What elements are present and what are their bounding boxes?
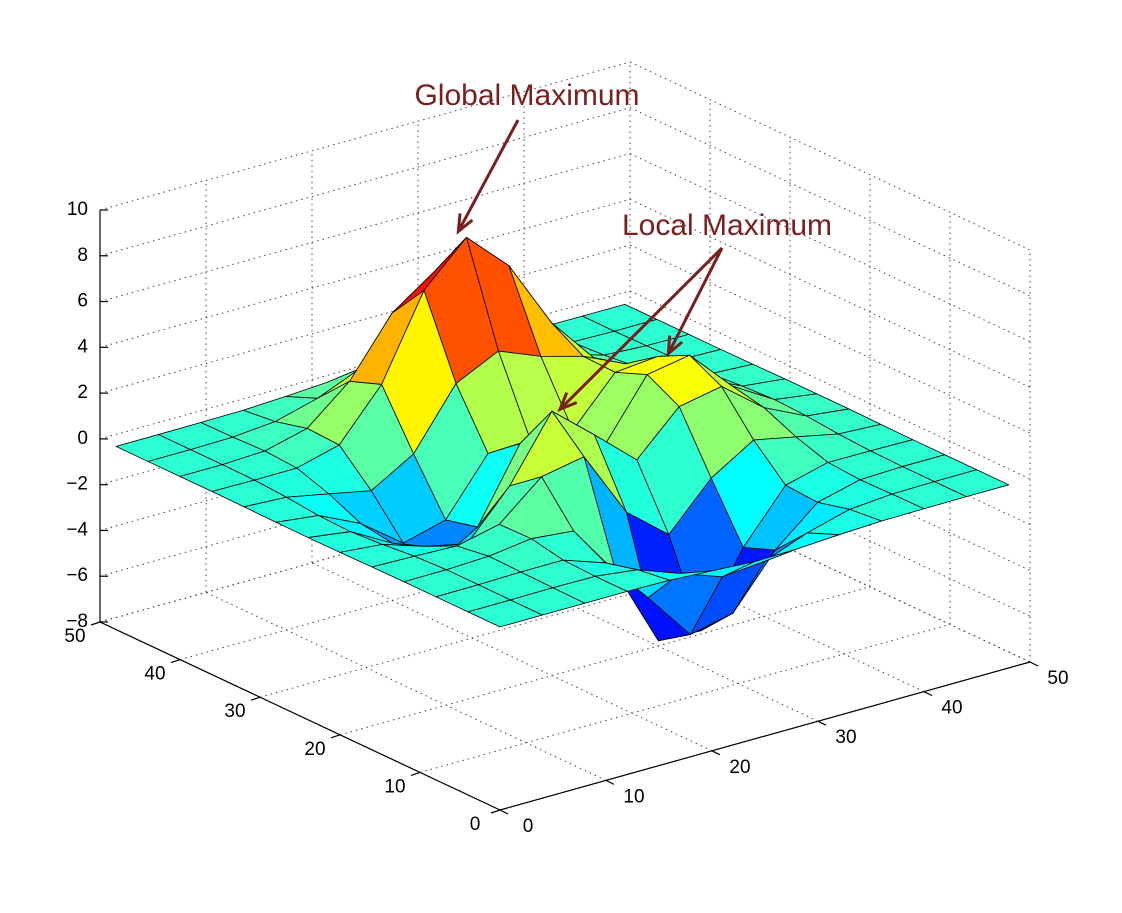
z-tick-label: 2	[77, 382, 88, 403]
annotation-arrow	[558, 246, 724, 411]
y-axis	[99, 621, 501, 811]
grid-line	[629, 61, 1031, 251]
y-tick	[410, 771, 421, 776]
arrow-head	[666, 335, 684, 358]
x-tick	[499, 809, 509, 815]
annotation-label: Local Maximum	[622, 209, 832, 242]
y-tick	[490, 809, 501, 814]
grid-line	[99, 198, 631, 348]
grid-line	[419, 623, 951, 773]
grid-line	[99, 61, 631, 211]
x-tick-label: 10	[623, 786, 644, 807]
x-tick-label: 50	[1047, 668, 1068, 689]
surface-patch	[467, 599, 543, 628]
y-tick	[170, 659, 181, 664]
x-tick	[711, 750, 721, 756]
z-tick-label: −8	[66, 611, 88, 632]
y-tick	[90, 621, 101, 626]
arrow-head	[456, 213, 474, 235]
grid-line	[629, 198, 1031, 388]
grid-line	[629, 153, 1031, 343]
y-tick-label: 30	[224, 701, 245, 722]
y-tick-label: 20	[304, 739, 325, 760]
grid-line	[629, 244, 1031, 434]
grid-line	[311, 562, 713, 752]
y-tick-label: 50	[64, 626, 85, 647]
grid-line	[629, 473, 1031, 663]
grid-line	[99, 153, 631, 303]
x-tick	[605, 779, 615, 785]
z-tick-label: 6	[77, 291, 88, 312]
z-tick-label: −2	[66, 474, 88, 495]
grid-line	[99, 107, 631, 257]
x-tick-label: 30	[835, 727, 856, 748]
z-tick-label: 0	[77, 428, 88, 449]
z-tick-label: 10	[67, 199, 88, 220]
y-tick	[330, 734, 341, 739]
y-tick-label: 40	[144, 664, 165, 685]
z-tick-label: −4	[66, 519, 88, 540]
z-tick-label: 8	[77, 245, 88, 266]
x-axis	[499, 661, 1031, 811]
grid-line	[629, 107, 1031, 297]
grid-line	[339, 586, 871, 736]
annotation-label: Global Maximum	[414, 79, 639, 112]
y-tick-label: 0	[470, 814, 481, 835]
annotation-arrow	[457, 119, 520, 233]
y-tick-label: 10	[384, 776, 405, 797]
grid-line	[629, 290, 1031, 480]
x-tick-label: 20	[729, 757, 750, 778]
grid-line	[259, 548, 791, 698]
grid-line	[205, 591, 607, 781]
annotation-arrow	[667, 247, 724, 355]
grid-line	[417, 532, 819, 722]
x-tick-label: 0	[523, 816, 534, 837]
x-tick	[923, 691, 933, 697]
grid-line	[99, 244, 631, 394]
arrow-head	[557, 392, 578, 412]
z-tick-label: −6	[66, 565, 88, 586]
x-tick	[817, 720, 827, 726]
y-tick	[250, 696, 261, 701]
x-tick	[1029, 661, 1039, 667]
z-tick-label: 4	[77, 336, 88, 357]
x-tick-label: 40	[941, 698, 962, 719]
